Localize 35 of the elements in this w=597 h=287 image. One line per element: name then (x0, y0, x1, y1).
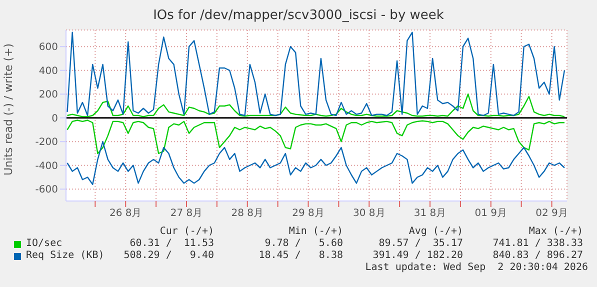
y-tick-label: -200 (35, 137, 58, 148)
y-tick-label: -400 (35, 160, 58, 172)
text: 89.57 / 35.17 (378, 238, 463, 249)
text: Avg (-/+) (408, 226, 463, 237)
text: 391.49 / 182.20 (372, 250, 463, 261)
text: 18.45 / 8.38 (258, 250, 343, 261)
x-tick-label: 31 8月 (414, 208, 446, 220)
line-series (66, 141, 566, 185)
text: Last update: Wed Sep 2 20:30:04 2026 (365, 262, 588, 273)
chart-title: IOs for /dev/mapper/scv3000_iscsi - by week (152, 8, 445, 23)
y-tick-label: 600 (38, 42, 58, 54)
x-tick-label: 30 8月 (353, 208, 386, 220)
y-axis-title: Units read (-) / write (+) (2, 43, 15, 176)
y-tick-label: 0 (52, 113, 58, 124)
legend-label: IO/sec (26, 238, 62, 249)
x-tick-label: 02 9月 (536, 208, 568, 220)
line-series (66, 120, 566, 154)
text: 9.78 / 5.60 (264, 238, 343, 249)
line-series (66, 94, 566, 118)
text: 60.31 / 11.53 (130, 238, 214, 249)
text: Cur (-/+) (160, 226, 214, 237)
x-tick-label: 28 8月 (231, 208, 264, 220)
text: Min (-/+) (288, 226, 343, 237)
text: 508.29 / 9.40 (124, 250, 214, 261)
text: 840.83 / 896.27 (492, 250, 583, 261)
y-tick-label: 400 (38, 66, 58, 77)
x-tick-label: 26 8月 (109, 208, 142, 220)
text: Max (-/+) (528, 226, 583, 237)
y-tick-label: 200 (38, 90, 58, 101)
x-tick-label: 01 9月 (474, 208, 508, 220)
legend-label: Req Size (KB) (26, 250, 104, 261)
text: 741.81 / 338.33 (492, 238, 583, 249)
x-tick-label: 27 8月 (170, 208, 203, 220)
x-tick-label: 29 8月 (292, 208, 324, 220)
y-tick-label: -600 (35, 184, 58, 196)
